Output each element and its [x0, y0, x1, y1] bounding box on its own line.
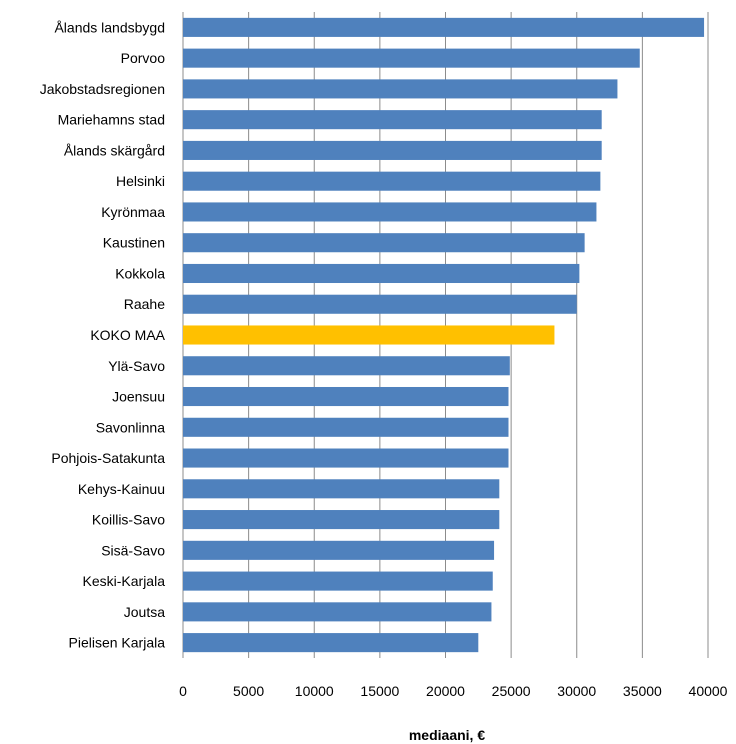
category-label: KOKO MAA	[90, 327, 165, 343]
bar	[183, 386, 509, 407]
category-label: Koillis-Savo	[92, 512, 165, 528]
bar	[183, 202, 597, 222]
bar	[183, 171, 601, 191]
category-label: Joensuu	[112, 389, 165, 405]
category-label: Kehys-Kainuu	[78, 481, 165, 497]
bar	[183, 510, 500, 530]
x-tick-label: 15000	[360, 683, 399, 699]
x-tick-labels: 0 5000 10000 15000 20000 25000 30000 35000 40000	[179, 683, 728, 699]
x-axis-title: mediaani, €	[409, 727, 485, 743]
category-labels: Ålands landsbygd Porvoo Jakobstadsregionen…	[40, 19, 166, 650]
category-label: Ålands skärgård	[64, 142, 165, 158]
category-label: Pielisen Karjala	[69, 635, 166, 651]
category-label: Porvoo	[121, 50, 166, 66]
bar	[183, 571, 493, 591]
bar	[183, 48, 640, 68]
category-label: Pohjois-Satakunta	[51, 450, 165, 466]
bar	[183, 294, 577, 314]
x-tick-label: 25000	[492, 683, 531, 699]
bar	[183, 633, 479, 653]
category-label: Ylä-Savo	[108, 358, 165, 374]
bar	[183, 79, 618, 99]
x-tick-label: 35000	[623, 683, 662, 699]
bar	[183, 448, 509, 468]
x-tick-label: 10000	[295, 683, 334, 699]
category-label: Mariehamns stad	[58, 112, 165, 128]
category-label: Keski-Karjala	[83, 573, 166, 589]
category-label: Kaustinen	[103, 235, 165, 251]
category-label: Joutsa	[124, 604, 165, 620]
bar	[183, 140, 602, 160]
bar	[183, 263, 580, 284]
bar	[183, 233, 585, 253]
category-label: Kyrönmaa	[101, 204, 165, 220]
category-label: Sisä-Savo	[101, 542, 165, 558]
x-tick-label: 5000	[233, 683, 264, 699]
bar	[183, 325, 555, 345]
bar	[183, 602, 492, 622]
category-label: Ålands landsbygd	[54, 19, 165, 35]
bar	[183, 540, 495, 560]
category-label: Kokkola	[115, 265, 165, 281]
bars	[183, 17, 705, 653]
x-tick-label: 30000	[557, 683, 596, 699]
category-label: Jakobstadsregionen	[40, 81, 165, 97]
bar	[183, 417, 509, 437]
bar	[183, 356, 510, 376]
bar	[183, 17, 705, 37]
x-tick-label: 20000	[426, 683, 465, 699]
category-label: Raahe	[124, 296, 165, 312]
category-label: Savonlinna	[96, 419, 165, 435]
x-tick-label: 40000	[689, 683, 728, 699]
category-label: Helsinki	[116, 173, 165, 189]
x-tick-label: 0	[179, 683, 187, 699]
bar	[183, 110, 602, 130]
bar	[183, 479, 500, 499]
